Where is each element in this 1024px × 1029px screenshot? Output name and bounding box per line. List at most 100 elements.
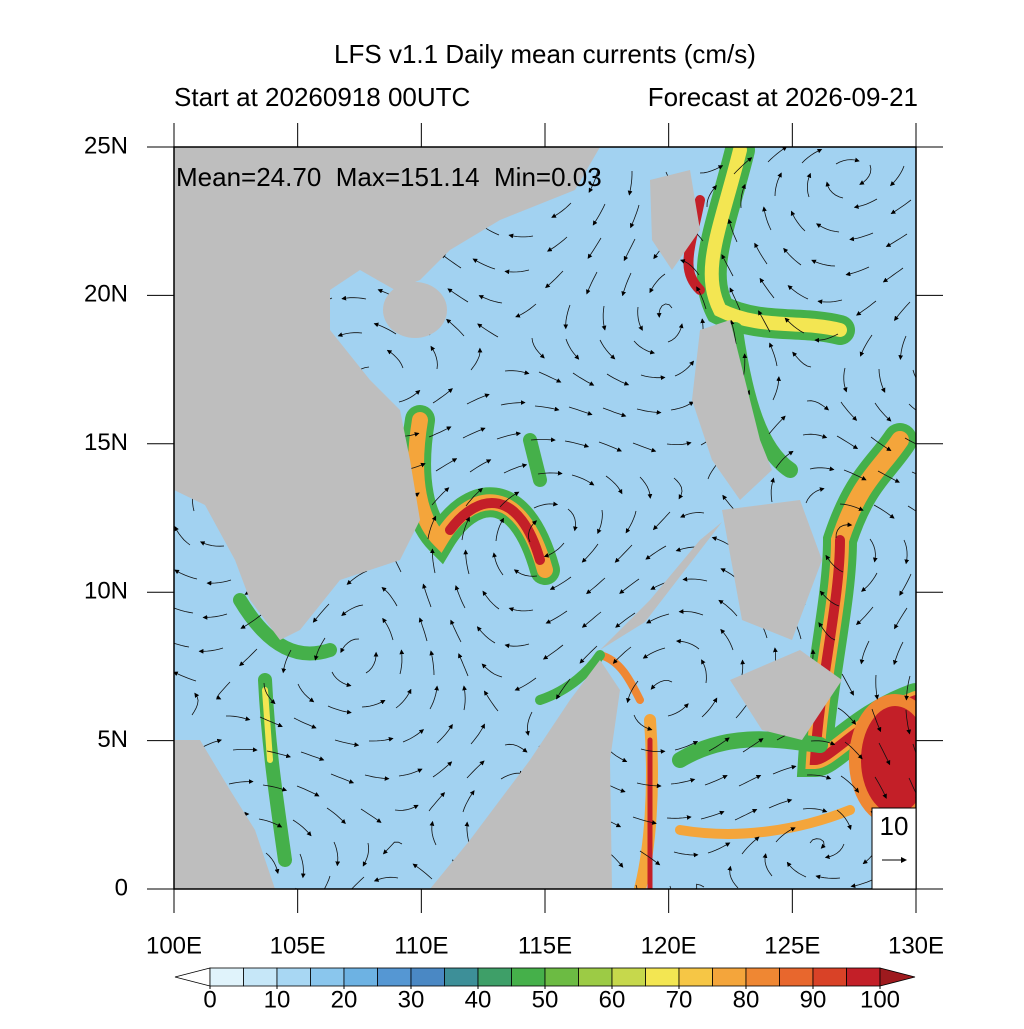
colorbar-box xyxy=(377,967,412,987)
streamline xyxy=(890,165,905,187)
streamline xyxy=(563,304,571,330)
streamline xyxy=(492,552,504,576)
streamline xyxy=(440,253,462,269)
streamline xyxy=(633,714,653,731)
streamline xyxy=(364,774,390,781)
subtitle-right: Forecast at 2026-09-21 xyxy=(648,82,918,112)
streamline xyxy=(547,236,568,252)
streamline xyxy=(878,742,891,766)
streamline xyxy=(903,539,910,565)
streamline xyxy=(874,674,880,700)
streamline xyxy=(496,431,521,440)
axes: 100E 105E 110E 115E 120E 125E 130E 0 5N 10N 15N 20N… xyxy=(84,123,944,959)
streamline xyxy=(841,673,854,696)
streamline xyxy=(232,747,258,753)
streamline xyxy=(741,836,760,855)
streamline xyxy=(430,548,436,574)
streamline xyxy=(398,389,421,403)
streamline xyxy=(312,603,330,623)
streamline xyxy=(626,680,639,704)
streamline xyxy=(586,271,598,295)
streamline xyxy=(206,579,232,586)
streamline xyxy=(534,405,560,412)
streamline xyxy=(431,487,450,506)
streamline xyxy=(537,470,563,476)
colorbar-box xyxy=(611,967,646,987)
reference-label: 10 xyxy=(880,811,909,841)
streamline xyxy=(682,576,708,582)
streamline xyxy=(859,164,872,185)
streamline xyxy=(819,590,840,607)
streamline xyxy=(667,323,684,343)
streamline xyxy=(266,750,291,759)
streamline xyxy=(640,374,666,381)
streamline xyxy=(720,628,734,651)
subtitle-left: Start at 20260918 00UTC xyxy=(174,82,470,112)
streamline xyxy=(565,338,580,360)
streamline xyxy=(429,685,439,710)
streamline xyxy=(629,204,640,229)
streamline xyxy=(707,842,731,854)
streamline xyxy=(627,171,633,196)
streamline xyxy=(701,697,718,718)
streamline xyxy=(873,504,895,519)
streamline xyxy=(447,288,469,303)
streamline xyxy=(762,206,772,231)
streamline xyxy=(882,267,904,283)
colorbar-label: 0 xyxy=(203,986,216,1013)
streamline xyxy=(890,199,912,215)
streamline xyxy=(202,613,228,620)
streamline xyxy=(340,638,360,654)
streamline xyxy=(894,301,911,321)
y-tick-label: 15N xyxy=(84,429,128,456)
streamline xyxy=(680,259,700,276)
streamline xyxy=(729,319,737,345)
streamline xyxy=(295,887,297,889)
streamline xyxy=(704,775,728,786)
streamline xyxy=(588,169,599,193)
streamline xyxy=(508,233,534,239)
streamline xyxy=(504,643,530,649)
streamline xyxy=(775,450,794,469)
streamline xyxy=(904,675,911,701)
streamline xyxy=(814,333,839,343)
streamline xyxy=(870,436,892,452)
streamline xyxy=(373,322,397,335)
streamline xyxy=(299,853,306,879)
streamline xyxy=(429,650,435,676)
streamline xyxy=(894,607,908,630)
streamline xyxy=(775,827,796,843)
streamline xyxy=(259,716,283,728)
streamline xyxy=(258,818,283,828)
streamline xyxy=(263,682,276,705)
streamline xyxy=(836,809,852,830)
streamline xyxy=(579,645,598,664)
colorbar-box xyxy=(410,967,445,987)
streamline xyxy=(330,773,355,784)
streamline xyxy=(856,606,874,626)
streamline xyxy=(450,619,462,643)
streamline xyxy=(504,370,530,375)
colorbar-box xyxy=(276,967,311,987)
streamline xyxy=(477,323,499,338)
colorbar-box xyxy=(477,967,512,987)
streamline xyxy=(602,407,627,418)
streamline xyxy=(470,723,485,745)
streamline xyxy=(382,841,403,855)
colorbar-box xyxy=(779,967,814,987)
streamline xyxy=(261,886,263,889)
colorbar-label: 100 xyxy=(860,986,900,1013)
colorbar-box xyxy=(645,967,680,987)
streamline xyxy=(568,406,593,416)
streamline xyxy=(806,172,812,198)
streamline xyxy=(646,613,670,624)
streamline xyxy=(365,651,379,674)
streamline xyxy=(853,198,878,209)
streamline xyxy=(738,775,762,787)
streamline xyxy=(262,784,288,792)
streamline xyxy=(632,442,657,453)
streamline xyxy=(837,707,857,725)
colorbar-box xyxy=(444,967,479,987)
streamline xyxy=(877,470,900,483)
